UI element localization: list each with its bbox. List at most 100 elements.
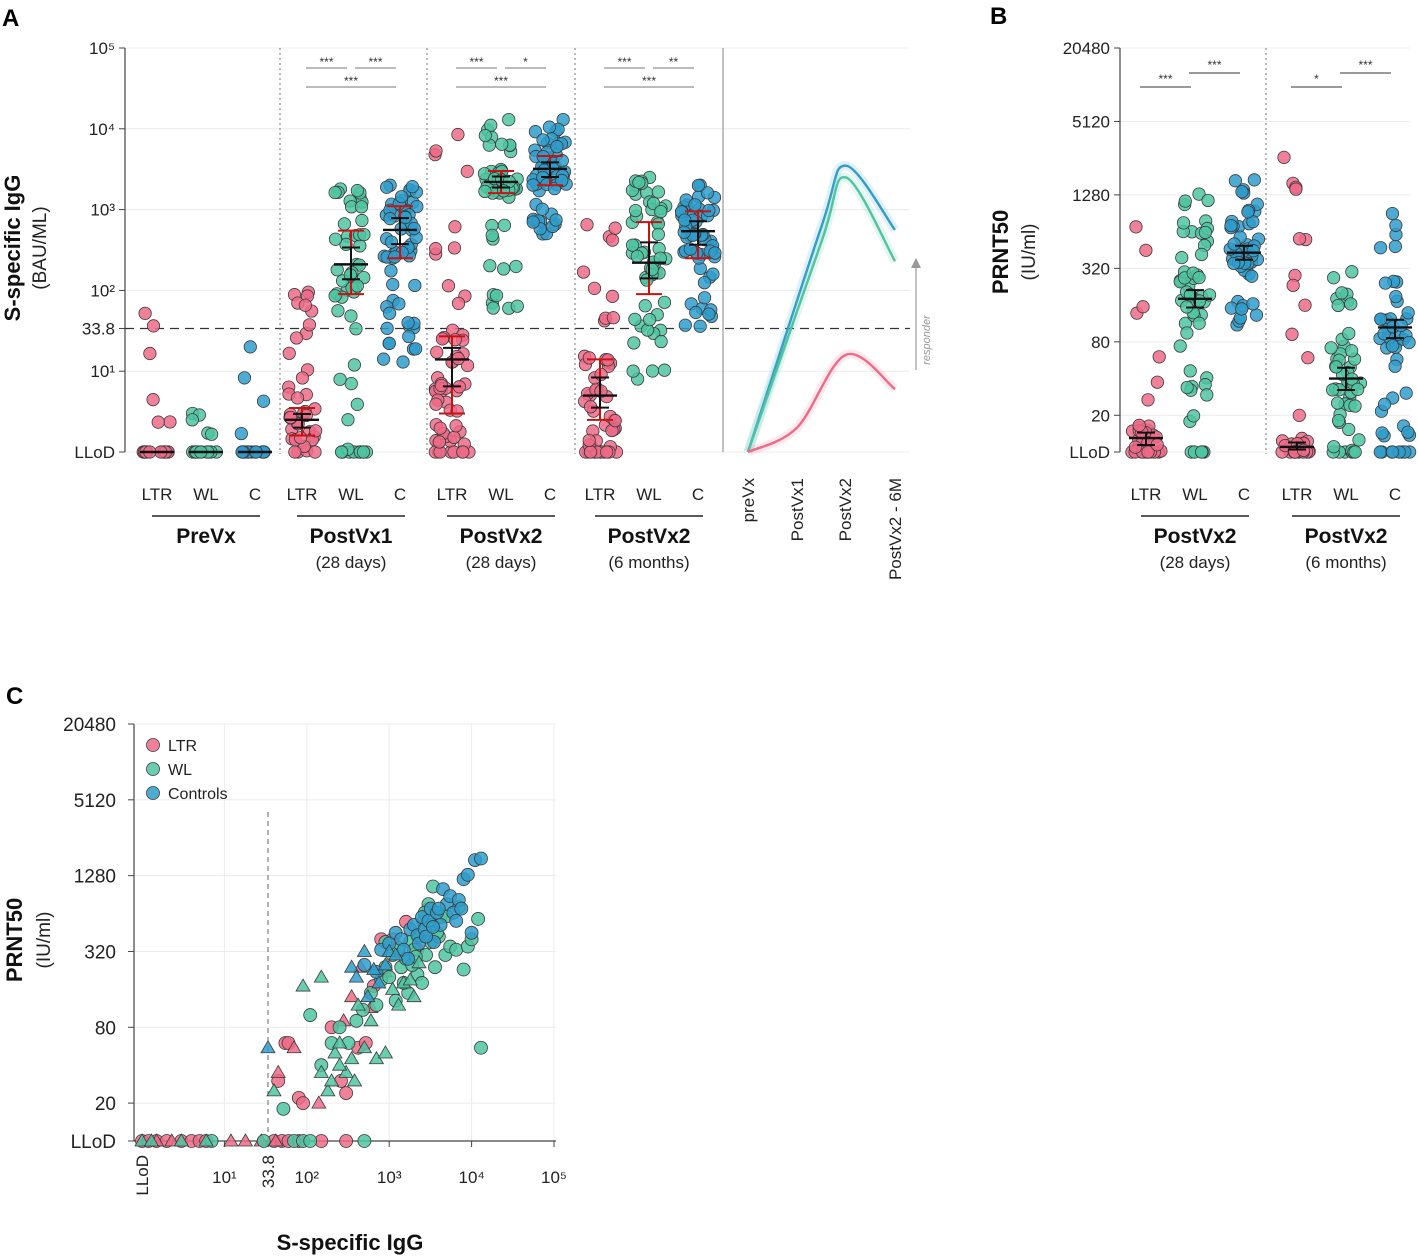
panel-c-triangle-wl (198, 1133, 214, 1147)
panel-a-point-ltr (435, 332, 450, 346)
panel-a-point-wl (486, 301, 500, 315)
panel-a-point-wl (205, 427, 219, 441)
panel-a-point-wl (657, 363, 672, 377)
panel-b-point-wl (1194, 247, 1209, 262)
panel-c-triangle-wl (356, 1039, 373, 1054)
panel-a-point-wl (502, 112, 516, 127)
panel-c-triangle-wl (266, 1083, 282, 1097)
panel-c-ytick-label: 320 (84, 942, 116, 963)
panel-c-ytick-label: LLoD (71, 1132, 116, 1153)
panel-a-point-ltr (600, 445, 614, 459)
panel-a-group-label: WL (193, 485, 219, 504)
panel-c-triangle-controls (377, 957, 394, 971)
panel-a-point-c (396, 355, 410, 369)
panel-c-ytick-label: 20480 (63, 715, 116, 736)
panel-c-ytick-label: 80 (95, 1018, 116, 1039)
panel-a-point-c (708, 246, 722, 260)
panel-c-triangle-wl (406, 988, 422, 1003)
panel-b-ylabel-unit: (IU/ml) (1019, 224, 1040, 281)
panel-a-timepoint-label: PostVx2 (608, 525, 691, 548)
panel-a-point-wl (645, 364, 660, 378)
panel-b-point-ltr (1150, 375, 1164, 389)
panel-b-group-label: LTR (1131, 485, 1162, 504)
panel-c-triangle-wl (343, 1050, 360, 1065)
panel-a-group-label: WL (338, 485, 364, 504)
panel-c-xtick-label: 10⁵ (541, 1168, 567, 1187)
panel-c-point-controls (426, 920, 440, 934)
panel-b-point-wl (1352, 433, 1366, 447)
panel-a-point-ltr (430, 345, 444, 359)
panel-a-point-c (549, 213, 563, 227)
panel-c-triangle-controls (371, 975, 387, 989)
panel-b-point-c (1373, 445, 1387, 459)
panel-c-point-wl (415, 976, 429, 990)
panel-a-point-ltr (605, 233, 620, 247)
panel-a-significance-label: *** (469, 55, 483, 69)
panel-a-point-wl (328, 232, 343, 246)
panel-a-ylabel: S-specific IgG (0, 175, 25, 322)
panel-c-point-wl (428, 960, 442, 975)
panel-a-point-ltr (582, 433, 596, 448)
panel-c-ylabel-unit: (IU/ml) (34, 912, 55, 969)
panel-c-legend-marker (146, 762, 160, 776)
panel-c-triangle-ltr (223, 1133, 239, 1147)
panel-a-point-wl (651, 227, 665, 242)
panel-b-timepoint-sub: (6 months) (1305, 553, 1386, 572)
responder-arrow-head (911, 258, 921, 268)
panel-b-group-label: LTR (1282, 485, 1313, 504)
panel-b-point-c (1401, 425, 1415, 439)
panel-c-xtick-label: 33.8 (259, 1155, 278, 1188)
panel-a-point-wl (333, 372, 347, 386)
panel-a-point-ltr (299, 408, 313, 423)
panel-b: PRNT50 (IU/ml) (988, 210, 1040, 294)
panel-a-point-ltr (163, 415, 177, 429)
panel-b-point-ltr (1289, 182, 1303, 196)
panel-a-point-ltr (606, 311, 620, 325)
panel-c-legend-label: WL (168, 762, 192, 779)
panel-c-triangle-wl (338, 1064, 354, 1078)
panel-a-point-ltr (587, 281, 602, 295)
panel-a-ytick-label: 10¹ (90, 362, 115, 381)
panel-a-significance-label: ** (669, 55, 679, 69)
panel-a-significance-label: *** (494, 74, 508, 88)
panel-a-point-wl (484, 118, 498, 132)
panel-b-point-c (1246, 297, 1260, 311)
panel-a-point-wl (628, 312, 642, 326)
panel-c-point-controls (449, 913, 464, 928)
panel-c-triangle-wl (313, 1064, 330, 1078)
responder-label: responder (921, 314, 933, 365)
panel-c-triangle-wl (331, 1035, 348, 1049)
panel-b-point-wl (1327, 440, 1341, 454)
panel-a-point-ltr (605, 289, 620, 303)
panel-b-point-wl (1178, 194, 1192, 208)
panel-a-point-wl (328, 185, 342, 200)
panel-b-group-label: WL (1333, 485, 1359, 504)
panel-c-triangle-wl (384, 981, 401, 995)
panel-a-point-wl (344, 376, 358, 391)
panel-c-triangle-wl (134, 1133, 150, 1147)
panel-a-group-label: WL (636, 485, 662, 504)
panel-c-triangle-controls (360, 988, 376, 1003)
panel-a-significance-label: *** (319, 55, 333, 69)
panel-a-point-wl (632, 175, 646, 190)
panel-c-point-controls (401, 951, 416, 966)
panel-a-timepoint-label: PostVx1 (310, 525, 393, 548)
panel-a-point-ltr (146, 393, 160, 407)
panel-b-timepoint-sub: (28 days) (1160, 553, 1231, 572)
panel-a-point-wl (510, 299, 524, 313)
panel-a-point-c (388, 250, 402, 264)
panel-a-point-ltr (302, 318, 317, 332)
panel-c-triangle-controls (260, 1039, 276, 1054)
panel-c-triangle-ltr (270, 1064, 286, 1078)
panel-a-significance-label: *** (368, 55, 382, 69)
panel-b-point-wl (1176, 216, 1191, 230)
panel-c-triangle-controls (356, 943, 373, 957)
panel-a-point-wl (350, 397, 364, 411)
panel-c-legend-marker (146, 786, 160, 800)
panel-a: S-specific IgG (BAU/ML) responder (0, 175, 933, 365)
panel-c-point-wl (256, 1134, 271, 1148)
panel-b-point-wl (1327, 271, 1341, 285)
panel-b-point-ltr (1292, 232, 1307, 246)
panel-c-triangle-ltr (286, 1039, 302, 1054)
panel-b-point-c (1385, 206, 1400, 221)
